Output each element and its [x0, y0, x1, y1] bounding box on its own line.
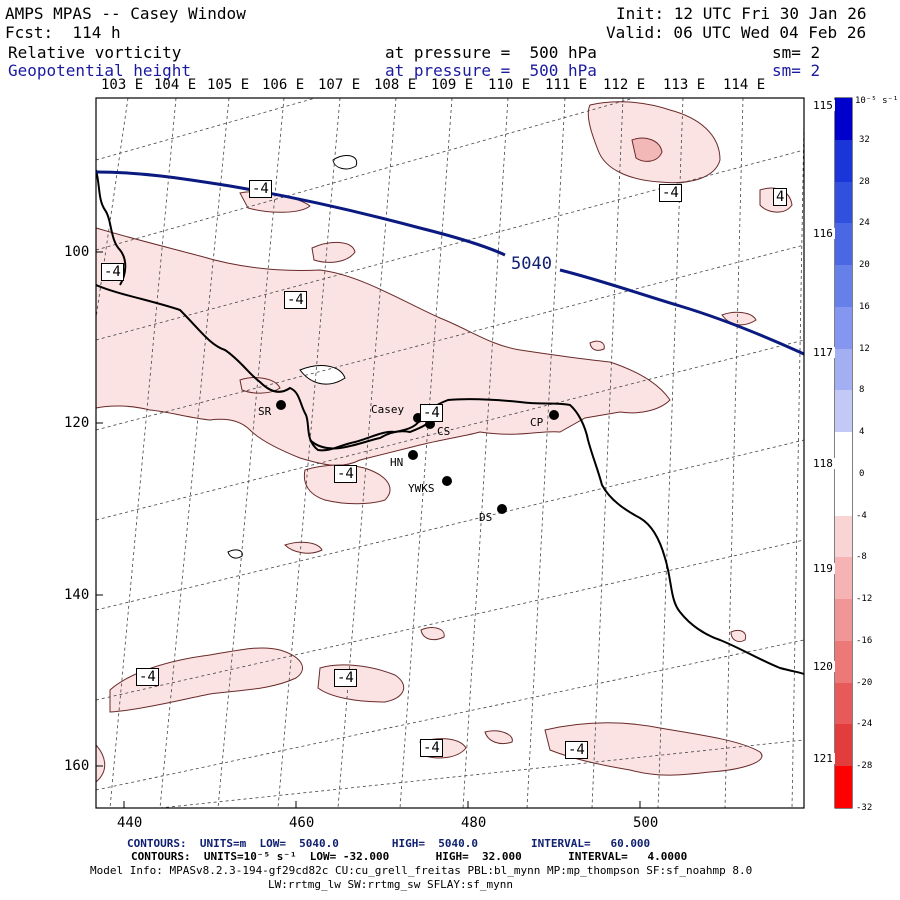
colorbar-tick-label: -24 [856, 719, 873, 730]
lon-label: 107 E [318, 77, 361, 93]
lon-label: 105 E [207, 77, 250, 93]
colorbar-cell [835, 515, 852, 558]
colorbar-cell [835, 682, 852, 725]
colorbar-tick-label: 0 [859, 468, 865, 479]
field2-smoothing: sm= 2 [772, 61, 821, 80]
colorbar-cell [835, 473, 852, 517]
init-time: Init: 12 UTC Fri 30 Jan 26 [616, 4, 867, 23]
contour-label: -4 [420, 739, 443, 757]
colorbar-cell [835, 599, 852, 642]
lon-label: 103 E [101, 77, 144, 93]
colorbar-cell [835, 724, 852, 767]
vorticity-negative-areas [96, 101, 793, 783]
height-contour-label: 5040 [510, 254, 553, 274]
station-label-cp: CP [530, 416, 544, 429]
lon-label: 112 E [603, 77, 646, 93]
station-label-ds: DS [479, 511, 493, 524]
field1-pressure: at pressure = 500 hPa [385, 43, 597, 62]
lon-label: 111 E [545, 77, 588, 93]
colorbar-tick-label: 12 [859, 343, 870, 354]
colorbar-tick-label: 28 [859, 176, 870, 187]
model-info-line2: LW:rrtmg_lw SW:rrtmg_sw SFLAY:sf_mynn [268, 878, 514, 891]
contour-label: -4 [420, 404, 443, 422]
colorbar-cell [835, 390, 852, 433]
field2-name: Geopotential height [8, 61, 192, 80]
station-label-hn: HN [390, 456, 404, 469]
colorbar-cell [835, 139, 852, 182]
colorbar-cell [835, 181, 852, 224]
contour-label: -4 [136, 668, 159, 686]
station-label-cs: CS [437, 425, 451, 438]
station-label-ywks: YWKS [408, 482, 435, 495]
x-axis-label: 460 [289, 815, 315, 831]
lon-label: 108 E [374, 77, 417, 93]
field1-smoothing: sm= 2 [772, 43, 821, 62]
colorbar-tick-label: -20 [856, 677, 873, 688]
latlon-grid [96, 98, 804, 808]
x-axis-label: 480 [461, 815, 487, 831]
forecast-hour: Fcst: 114 h [5, 23, 121, 42]
contour-label: -4 [659, 184, 682, 202]
colorbar-tick-label: 32 [859, 134, 870, 145]
colorbar-tick-label: 8 [859, 385, 865, 396]
colorbar-tick-label: -16 [856, 635, 873, 646]
colorbar-unit: 10⁻⁵ s⁻¹ [855, 96, 899, 106]
colorbar-tick-label: -28 [856, 761, 873, 772]
colorbar-tick-label: 20 [859, 260, 870, 271]
contour-info-height: CONTOURS: UNITS=m LOW= 5040.0 HIGH= 5040… [127, 837, 651, 850]
lon-label: 106 E [262, 77, 305, 93]
station-label-casey: Casey [371, 403, 405, 416]
colorbar-tick-label: 16 [859, 301, 870, 312]
contour-label: -4 [334, 669, 357, 687]
lon-label: 113 E [663, 77, 706, 93]
contour-label: -4 [249, 180, 272, 198]
y-axis-label: 100 [64, 244, 90, 260]
colorbar-cell [835, 306, 852, 350]
contour-label: 4 [773, 188, 788, 206]
colorbar-cell [835, 557, 852, 600]
model-info: Model Info: MPASv8.2.3-194-gf29cd82c CU:… [90, 864, 753, 877]
lon-label: 104 E [154, 77, 197, 93]
contour-info-vorticity: CONTOURS: UNITS=10⁻⁵ s⁻¹ LOW= -32.000 HI… [131, 850, 688, 863]
colorbar-tick-label: 4 [859, 427, 865, 438]
contour-label: -4 [284, 291, 307, 309]
app-title: AMPS MPAS -- Casey Window [5, 4, 246, 23]
y-axis-label: 160 [64, 758, 90, 774]
contour-label: -4 [565, 741, 588, 759]
colorbar-cell [835, 640, 852, 684]
colorbar-cell [835, 348, 852, 391]
lon-label: 114 E [723, 77, 766, 93]
colorbar-cell [835, 98, 852, 141]
y-axis-label: 140 [64, 587, 90, 603]
height-contour-5040 [95, 170, 805, 356]
colorbar-tick-label: -8 [856, 552, 867, 563]
colorbar-cell [835, 265, 852, 308]
lon-label: 109 E [431, 77, 474, 93]
colorbar-cell [835, 766, 852, 809]
colorbar-tick-label: -32 [856, 803, 873, 813]
colorbar-tick-label: -12 [856, 594, 873, 605]
x-axis-label: 500 [633, 815, 659, 831]
colorbar-cell [835, 223, 852, 266]
contour-label: -4 [101, 263, 124, 281]
x-axis-label: 440 [117, 815, 143, 831]
field2-pressure: at pressure = 500 hPa [385, 61, 597, 80]
colorbar-cell [835, 432, 852, 475]
colorbar-tick-label: -4 [856, 510, 867, 521]
field1-name: Relative vorticity [8, 43, 182, 62]
y-axis-label: 120 [64, 415, 90, 431]
station-markers [276, 400, 559, 514]
valid-time: Valid: 06 UTC Wed 04 Feb 26 [606, 23, 867, 42]
contour-label: -4 [334, 465, 357, 483]
lon-label: 110 E [488, 77, 531, 93]
plot-frame [95, 97, 805, 809]
coastline [96, 284, 804, 676]
station-label-sr: SR [258, 405, 272, 418]
colorbar-tick-label: 24 [859, 218, 870, 229]
